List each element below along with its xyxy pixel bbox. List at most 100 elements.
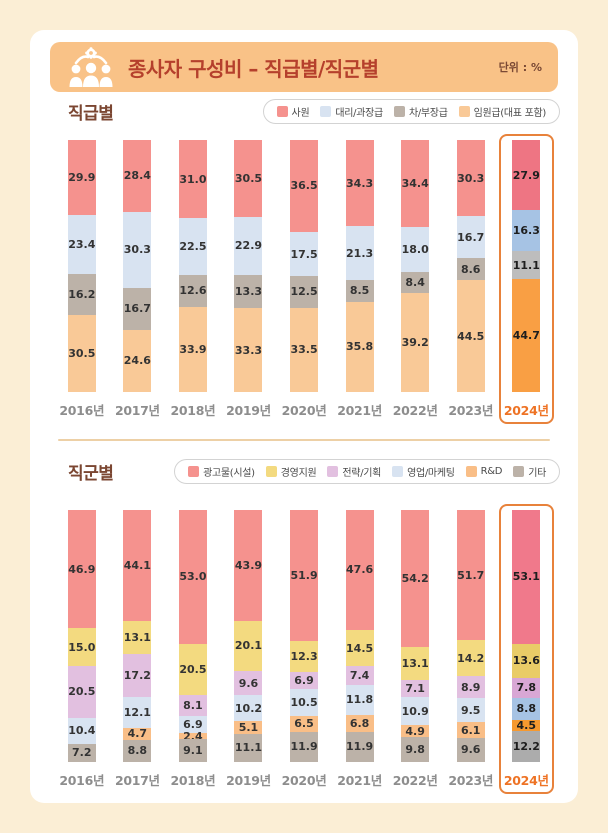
infographic-card: 종사자 구성비 – 직급별/직군별 단위 : % 직급별 사원 대리/과장급 차/부… bbox=[30, 30, 578, 803]
segment-value: 8.1 bbox=[183, 698, 203, 712]
segment-value: 24.6 bbox=[123, 354, 151, 368]
segment-value: 33.3 bbox=[234, 343, 263, 357]
bar-segment: 33.3 bbox=[234, 308, 263, 392]
section-title-by-rank: 직급별 bbox=[68, 103, 114, 124]
stacked-bar: 43.9 20.1 9.6 10.2 5.1 11.1 bbox=[234, 510, 263, 762]
bar-segment: 12.5 bbox=[290, 276, 319, 308]
segment-value: 7.8 bbox=[516, 681, 537, 695]
legend-label: 대리/과장급 bbox=[335, 107, 383, 119]
year-label: 2018년 bbox=[170, 773, 216, 788]
segment-value: 7.4 bbox=[349, 669, 370, 683]
segment-value: 11.8 bbox=[346, 693, 374, 707]
legend-by-job: 광고물(시설) 경영지원 전략/기획 영업/마케팅 R&D 기타 bbox=[174, 458, 560, 484]
legend-swatch bbox=[393, 105, 405, 117]
segment-value: 30.3 bbox=[123, 243, 151, 257]
legend-item: 대리/과장급 bbox=[320, 104, 383, 119]
bar-segment: 11.9 bbox=[290, 731, 319, 762]
bar-segment: 10.2 bbox=[234, 695, 263, 722]
segment-value: 22.9 bbox=[234, 239, 263, 253]
segment-value: 51.9 bbox=[290, 568, 318, 582]
bar-column-2023년: 51.7 14.2 8.9 9.5 6.1 9.6 2023년 bbox=[443, 504, 499, 794]
bar-column-2024년: 27.9 16.3 11.1 44.7 2024년 bbox=[498, 134, 555, 424]
segment-value: 13.1 bbox=[123, 631, 151, 645]
segment-value: 53.1 bbox=[512, 570, 540, 584]
segment-value: 31.0 bbox=[179, 172, 207, 186]
stacked-bar: 29.9 23.4 16.2 30.5 bbox=[67, 140, 96, 392]
bar-segment: 6.8 bbox=[345, 714, 374, 732]
stacked-bar: 30.5 22.9 13.3 33.3 bbox=[234, 140, 263, 392]
bar-segment: 14.5 bbox=[345, 629, 374, 667]
bar-segment: 2.4 bbox=[178, 731, 207, 742]
segment-value: 44.1 bbox=[123, 559, 151, 573]
segment-value: 44.7 bbox=[512, 329, 540, 343]
segment-value: 12.5 bbox=[290, 285, 318, 299]
segment-value: 15.0 bbox=[68, 640, 96, 654]
bar-column-2021년: 47.6 14.5 7.4 11.8 6.8 11.9 2021년 bbox=[332, 504, 388, 794]
legend-item: 기타 bbox=[513, 464, 546, 479]
bar-segment: 47.6 bbox=[345, 510, 374, 630]
stacked-bar: 31.0 22.5 12.6 33.9 bbox=[178, 140, 207, 392]
year-label: 2018년 bbox=[170, 403, 216, 418]
bar-segment: 34.3 bbox=[345, 140, 374, 227]
bar-segment: 12.3 bbox=[290, 640, 319, 672]
legend-item: 사원 bbox=[276, 104, 310, 119]
segment-value: 34.4 bbox=[401, 176, 429, 190]
segment-value: 51.7 bbox=[457, 568, 485, 582]
stacked-bar: 53.0 20.5 8.1 6.9 2.4 9.1 bbox=[178, 510, 207, 762]
year-label: 2016년 bbox=[59, 773, 105, 788]
legend-item: 전략/기획 bbox=[327, 464, 381, 479]
legend-label: 임원급(대표 포함) bbox=[473, 107, 547, 119]
bar-segment: 8.8 bbox=[512, 697, 541, 720]
legend-label: 차/부장급 bbox=[408, 107, 448, 119]
segment-value: 21.3 bbox=[346, 246, 374, 260]
bar-segment: 8.6 bbox=[456, 258, 485, 280]
year-label: 2019년 bbox=[226, 773, 271, 788]
bar-segment: 17.2 bbox=[123, 654, 152, 698]
segment-value: 28.4 bbox=[123, 169, 151, 183]
bar-segment: 9.6 bbox=[234, 671, 263, 696]
segment-value: 34.3 bbox=[346, 176, 374, 190]
bar-segment: 7.4 bbox=[345, 666, 374, 686]
segment-value: 14.5 bbox=[346, 641, 374, 655]
segment-value: 17.5 bbox=[290, 247, 318, 261]
bar-segment: 12.6 bbox=[178, 274, 207, 307]
bar-segment: 13.1 bbox=[123, 621, 152, 655]
bar-column-2024년: 53.1 13.6 7.8 8.8 4.5 12.2 2024년 bbox=[498, 504, 555, 794]
bar-segment: 29.9 bbox=[67, 140, 96, 216]
legend-swatch bbox=[320, 105, 332, 117]
bar-segment: 33.9 bbox=[178, 306, 207, 392]
legend-label: R&D bbox=[480, 465, 503, 477]
bar-segment: 54.2 bbox=[401, 510, 430, 647]
bar-segment: 28.4 bbox=[123, 140, 152, 212]
segment-value: 14.2 bbox=[457, 651, 485, 665]
bar-segment: 17.5 bbox=[290, 231, 319, 277]
bar-segment: 8.4 bbox=[401, 272, 430, 294]
bar-segment: 7.8 bbox=[512, 678, 541, 698]
stacked-bar: 34.3 21.3 8.5 35.8 bbox=[345, 140, 374, 392]
segment-value: 35.8 bbox=[346, 340, 374, 354]
bar-segment: 34.4 bbox=[401, 140, 430, 227]
legend-swatch bbox=[392, 465, 404, 477]
bar-segment: 30.3 bbox=[456, 140, 485, 217]
segment-value: 11.9 bbox=[290, 740, 318, 754]
bar-segment: 9.6 bbox=[456, 737, 485, 762]
bar-segment: 12.2 bbox=[512, 731, 541, 762]
year-label: 2024년 bbox=[503, 403, 549, 418]
year-label: 2023년 bbox=[448, 403, 494, 418]
bar-segment: 11.1 bbox=[512, 251, 541, 280]
bar-segment: 33.5 bbox=[290, 307, 319, 392]
bar-segment: 16.2 bbox=[67, 274, 96, 316]
year-label: 2016년 bbox=[59, 403, 105, 418]
stacked-bar: 46.9 15.0 20.5 10.4 7.2 bbox=[67, 510, 96, 762]
chart-by-rank: 29.9 23.4 16.2 30.5 2016년 28.4 30.3 16.7 24.6 201… bbox=[54, 134, 555, 424]
segment-value: 6.8 bbox=[349, 716, 370, 730]
segment-value: 10.5 bbox=[290, 695, 318, 709]
segment-value: 13.6 bbox=[512, 654, 540, 668]
bar-segment: 53.1 bbox=[512, 510, 541, 644]
bar-segment: 9.8 bbox=[401, 737, 430, 762]
legend-swatch bbox=[458, 105, 470, 117]
legend-label: 광고물(시설) bbox=[203, 467, 255, 479]
bar-column-2022년: 34.4 18.0 8.4 39.2 2022년 bbox=[387, 134, 443, 424]
segment-value: 4.5 bbox=[516, 719, 537, 733]
legend-by-rank: 사원 대리/과장급 차/부장급 임원급(대표 포함) bbox=[262, 98, 560, 124]
